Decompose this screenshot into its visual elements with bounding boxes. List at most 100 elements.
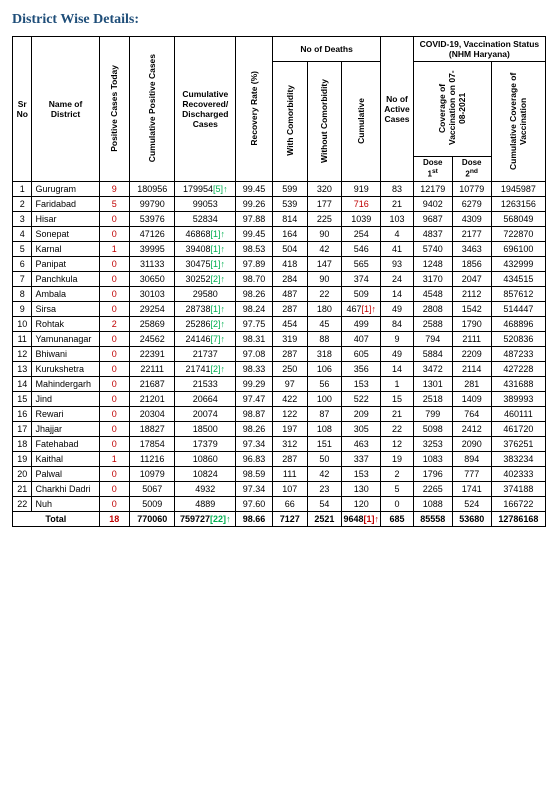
cell-dose2: 6279 — [452, 197, 491, 212]
cell-dose2: 3463 — [452, 242, 491, 257]
cell-dose1: 3170 — [413, 272, 452, 287]
cell-dose1: 1796 — [413, 467, 452, 482]
cell-dose2: 2090 — [452, 437, 491, 452]
page-title: District Wise Details: — [12, 12, 546, 28]
cell-district: Charkhi Dadri — [32, 482, 99, 497]
cell-recrate: 98.26 — [236, 422, 273, 437]
cell-dose1: 12179 — [413, 182, 452, 197]
cell-postoday: 1 — [99, 242, 129, 257]
cell-postoday: 0 — [99, 227, 129, 242]
cell-postoday: 0 — [99, 392, 129, 407]
cell-district: Jhajjar — [32, 422, 99, 437]
cell-cumvacc: 374188 — [491, 482, 545, 497]
hdr-withoutcom: Without Comorbidity — [307, 62, 342, 182]
cell-withcom: 454 — [272, 317, 307, 332]
cell-cumrec: 52834 — [175, 212, 236, 227]
cell-sr: 7 — [13, 272, 32, 287]
cell-cumpos: 53976 — [129, 212, 174, 227]
table-row: 5Karnal13999539408[1]↑98.535044254641574… — [13, 242, 546, 257]
table-row: 17Jhajjar0188271850098.26197108305225098… — [13, 422, 546, 437]
cell-dose2: 2112 — [452, 287, 491, 302]
cell-postoday: 5 — [99, 197, 129, 212]
cell-district: Jind — [32, 392, 99, 407]
cell-withoutcom: 151 — [307, 437, 342, 452]
cell-active: 21 — [381, 197, 413, 212]
cell-cumrec: 17379 — [175, 437, 236, 452]
cell-sr: 1 — [13, 182, 32, 197]
cell-cumdeaths: 546 — [342, 242, 381, 257]
cell-cumpos: 5009 — [129, 497, 174, 512]
cell-active: 15 — [381, 392, 413, 407]
cell-sr: 14 — [13, 377, 32, 392]
cell-dose1: 794 — [413, 332, 452, 347]
cell-active: 14 — [381, 287, 413, 302]
cell-district: Mahindergarh — [32, 377, 99, 392]
cell-dose2: 524 — [452, 497, 491, 512]
cell-cumvacc: 434515 — [491, 272, 545, 287]
table-row: 12Bhiwani0223912173797.08287318605495884… — [13, 347, 546, 362]
cell-cumdeaths: 374 — [342, 272, 381, 287]
cell-sr: 19 — [13, 452, 32, 467]
cell-sr: 11 — [13, 332, 32, 347]
total-cumpos: 770060 — [129, 512, 174, 527]
cell-dose2: 4309 — [452, 212, 491, 227]
cell-cumvacc: 468896 — [491, 317, 545, 332]
cell-active: 41 — [381, 242, 413, 257]
cell-cumvacc: 857612 — [491, 287, 545, 302]
cell-cumpos: 21201 — [129, 392, 174, 407]
cell-active: 49 — [381, 302, 413, 317]
cell-cumpos: 17854 — [129, 437, 174, 452]
cell-dose1: 2588 — [413, 317, 452, 332]
cell-cumpos: 47126 — [129, 227, 174, 242]
table-row: 8Ambala0301032958098.2648722509144548211… — [13, 287, 546, 302]
cell-district: Faridabad — [32, 197, 99, 212]
cell-postoday: 1 — [99, 452, 129, 467]
cell-recrate: 97.89 — [236, 257, 273, 272]
cell-cumdeaths: 716 — [342, 197, 381, 212]
cell-withcom: 312 — [272, 437, 307, 452]
cell-active: 21 — [381, 407, 413, 422]
cell-cumrec: 30252[2]↑ — [175, 272, 236, 287]
hdr-cumpos: Cumulative Positive Cases — [129, 37, 174, 182]
hdr-dose2: Dose2nd — [452, 157, 491, 182]
cell-district: Rewari — [32, 407, 99, 422]
cell-withcom: 599 — [272, 182, 307, 197]
cell-withoutcom: 42 — [307, 242, 342, 257]
cell-postoday: 2 — [99, 317, 129, 332]
cell-cumvacc: 166722 — [491, 497, 545, 512]
cell-active: 49 — [381, 347, 413, 362]
cell-district: Bhiwani — [32, 347, 99, 362]
cell-cumrec: 179954[5]↑ — [175, 182, 236, 197]
cell-dose1: 4548 — [413, 287, 452, 302]
cell-recrate: 99.26 — [236, 197, 273, 212]
table-row: 2Faridabad5997909905399.2653917771621940… — [13, 197, 546, 212]
cell-active: 22 — [381, 422, 413, 437]
cell-recrate: 98.53 — [236, 242, 273, 257]
cell-cumpos: 29254 — [129, 302, 174, 317]
cell-dose2: 2412 — [452, 422, 491, 437]
cell-withoutcom: 320 — [307, 182, 342, 197]
cell-dose2: 10779 — [452, 182, 491, 197]
cell-cumrec: 4889 — [175, 497, 236, 512]
total-withcom: 7127 — [272, 512, 307, 527]
cell-cumrec: 46868[1]↑ — [175, 227, 236, 242]
cell-dose1: 9687 — [413, 212, 452, 227]
cell-recrate: 99.29 — [236, 377, 273, 392]
cell-cumdeaths: 209 — [342, 407, 381, 422]
cell-cumpos: 99790 — [129, 197, 174, 212]
cell-sr: 8 — [13, 287, 32, 302]
cell-postoday: 0 — [99, 347, 129, 362]
cell-dose2: 281 — [452, 377, 491, 392]
cell-sr: 2 — [13, 197, 32, 212]
cell-cumrec: 99053 — [175, 197, 236, 212]
cell-withoutcom: 180 — [307, 302, 342, 317]
cell-postoday: 0 — [99, 332, 129, 347]
cell-cumpos: 20304 — [129, 407, 174, 422]
cell-district: Sirsa — [32, 302, 99, 317]
cell-recrate: 96.83 — [236, 452, 273, 467]
cell-sr: 22 — [13, 497, 32, 512]
cell-dose2: 1741 — [452, 482, 491, 497]
cell-withoutcom: 90 — [307, 227, 342, 242]
cell-cumdeaths: 120 — [342, 497, 381, 512]
cell-cumrec: 30475[1]↑ — [175, 257, 236, 272]
